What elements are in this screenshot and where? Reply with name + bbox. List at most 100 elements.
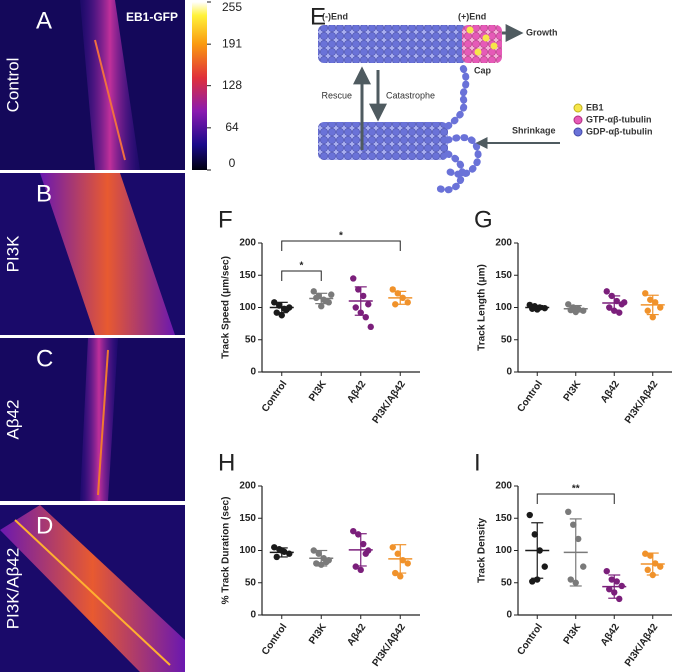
- data-point: [397, 573, 404, 580]
- x-tick-label: PI3K: [307, 378, 329, 403]
- data-point: [541, 563, 548, 570]
- x-tick-label: PI3K: [307, 621, 329, 646]
- data-point: [567, 576, 574, 583]
- data-point: [526, 511, 533, 519]
- x-tick-label: PI3K: [562, 621, 584, 646]
- data-point: [644, 566, 651, 574]
- row-label: Control: [3, 58, 22, 113]
- y-tick-label: 200: [495, 481, 512, 492]
- y-tick-label: 100: [495, 545, 512, 556]
- colorbar-tick-label: 191: [222, 36, 242, 50]
- panel-letter: I: [474, 449, 481, 476]
- data-point: [570, 521, 577, 528]
- data-point: [355, 531, 362, 538]
- panel-letter: E: [310, 3, 326, 30]
- y-tick-label: 100: [239, 302, 256, 313]
- data-point: [606, 586, 613, 593]
- image-c-track: [97, 349, 109, 496]
- x-tick-label: PI3K/Aβ42: [370, 622, 408, 669]
- data-point: [611, 307, 618, 314]
- label: Catastrophe: [386, 90, 435, 100]
- panel-letter: H: [218, 449, 235, 476]
- data-point: [616, 309, 623, 316]
- label: (+)End: [458, 11, 486, 21]
- y-axis-label: Track Length (μm): [477, 264, 488, 351]
- data-point: [529, 578, 536, 585]
- data-point: [360, 292, 367, 300]
- data-point: [606, 304, 613, 311]
- micrographs: [0, 0, 185, 672]
- data-point: [315, 550, 322, 557]
- data-point: [350, 275, 357, 282]
- chart: I Track Density 0 50 100 150 200 Control PI3K Aβ4…: [474, 449, 672, 669]
- y-tick-label: 50: [245, 577, 257, 588]
- data-point: [350, 527, 357, 535]
- data-point: [286, 550, 293, 557]
- colorbar: EB1-GFP 0 64 128 191 255: [126, 0, 242, 171]
- data-point: [404, 560, 411, 567]
- data-point: [647, 296, 654, 303]
- data-point: [278, 312, 285, 319]
- x-tick-label: Control: [260, 622, 290, 658]
- legend-label: EB1: [586, 102, 604, 112]
- colorbar-tick-label: 0: [229, 156, 236, 170]
- data-point: [310, 547, 317, 554]
- image-c-streak: [80, 338, 118, 501]
- gtp-cap: [462, 25, 502, 63]
- x-tick-label: Aβ42: [345, 379, 368, 406]
- microtubule-growing: [318, 25, 468, 63]
- x-tick-label: PI3K/Aβ42: [370, 379, 408, 426]
- y-tick-label: 0: [506, 367, 512, 378]
- y-tick-label: 50: [501, 577, 513, 588]
- y-tick-label: 200: [495, 238, 512, 249]
- data-point: [657, 304, 664, 311]
- image-d-streak: [0, 505, 185, 672]
- row-label: PI3K/Aβ42: [3, 548, 22, 630]
- y-tick-label: 0: [506, 610, 512, 621]
- data-point: [355, 286, 362, 293]
- colorbar-tick-label: 255: [222, 0, 242, 14]
- data-point: [565, 508, 572, 515]
- data-point: [365, 301, 372, 308]
- colorbar-gradient: [192, 2, 207, 170]
- y-tick-label: 50: [245, 334, 257, 345]
- data-point: [531, 531, 538, 538]
- significance-label: *: [300, 261, 304, 272]
- label: (-)End: [322, 11, 348, 21]
- data-point: [652, 299, 659, 306]
- label: Growth: [526, 27, 558, 37]
- significance-bracket: [281, 240, 401, 251]
- data-point: [352, 563, 359, 570]
- data-point: [357, 566, 364, 574]
- colorbar-title: EB1-GFP: [126, 10, 178, 24]
- label: Cap: [474, 65, 492, 75]
- protofilament: [431, 150, 466, 194]
- label: Shrinkage: [512, 125, 556, 135]
- significance-bracket: [536, 493, 615, 504]
- data-point: [580, 563, 587, 570]
- data-point: [313, 560, 320, 567]
- data-point: [603, 288, 610, 295]
- row-label: Aβ42: [3, 399, 22, 439]
- data-point: [367, 323, 374, 331]
- data-point: [323, 297, 330, 305]
- data-point: [271, 544, 278, 551]
- data-point: [575, 535, 582, 543]
- x-tick-label: Control: [515, 622, 545, 658]
- panel-letter: B: [36, 180, 52, 207]
- image-labels: A Control B PI3K C Aβ42 D PI3K/Aβ42: [3, 7, 53, 629]
- microtubule-shrinking: [318, 122, 448, 160]
- x-tick-label: Aβ42: [599, 622, 622, 649]
- chart: H % Track Duration (sec) 0 50 100 150 200 Contr…: [218, 449, 420, 669]
- significance-label: **: [572, 484, 580, 495]
- legend-label: GDP-αβ-tubulin: [586, 126, 653, 136]
- data-point: [271, 299, 278, 306]
- y-tick-label: 100: [239, 545, 256, 556]
- legend-label: GTP-αβ-tubulin: [586, 114, 652, 124]
- legend-swatch: [573, 115, 583, 125]
- x-tick-label: PI3K/Aβ42: [623, 379, 661, 426]
- data-point: [328, 291, 335, 298]
- y-tick-label: 50: [501, 334, 513, 345]
- y-axis-label: % Track Duration (sec): [221, 497, 232, 605]
